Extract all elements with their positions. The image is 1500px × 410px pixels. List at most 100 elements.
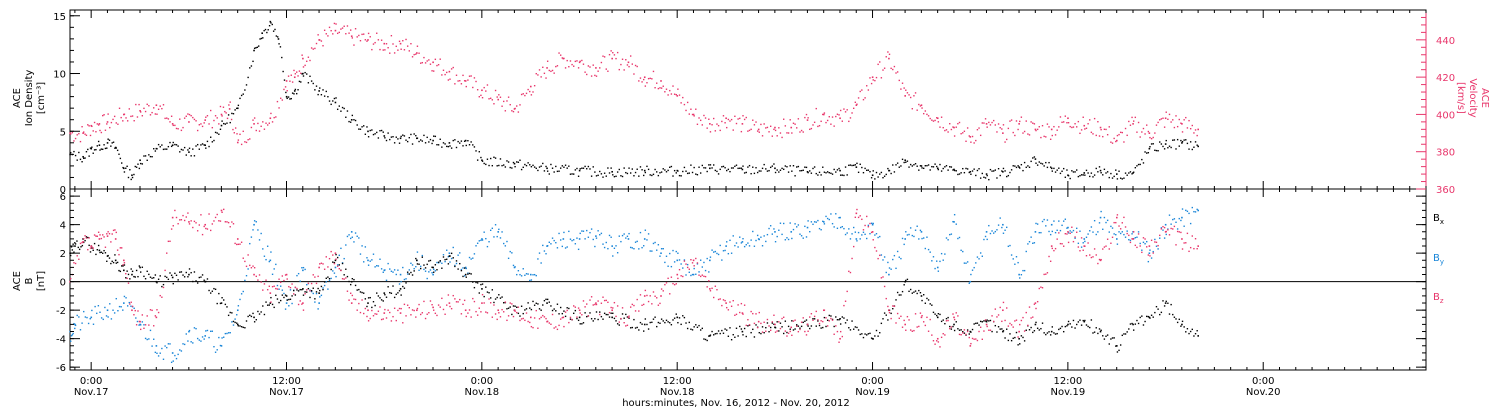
data-point xyxy=(74,262,77,265)
data-point xyxy=(162,283,165,286)
data-point xyxy=(166,276,168,279)
data-point xyxy=(953,329,956,332)
data-point xyxy=(1157,244,1159,247)
data-point xyxy=(1071,326,1073,328)
data-point xyxy=(138,103,140,106)
data-point xyxy=(1148,147,1151,150)
data-point xyxy=(221,120,223,122)
data-point xyxy=(182,214,184,217)
data-point xyxy=(318,302,320,304)
data-point xyxy=(283,79,286,81)
data-point xyxy=(852,226,855,229)
data-point xyxy=(307,282,310,285)
data-point xyxy=(1067,241,1070,244)
data-point xyxy=(1049,166,1052,168)
data-point xyxy=(372,315,375,317)
data-point xyxy=(1150,137,1153,140)
data-point xyxy=(890,172,892,175)
data-point xyxy=(813,318,816,320)
data-point xyxy=(725,245,727,247)
data-point xyxy=(952,325,954,328)
data-point xyxy=(797,325,800,327)
data-point xyxy=(188,329,191,332)
data-point xyxy=(151,277,153,279)
data-point xyxy=(1067,226,1069,229)
data-point xyxy=(805,166,808,169)
data-point xyxy=(481,239,484,241)
data-point xyxy=(818,227,821,230)
data-point xyxy=(161,285,163,288)
data-point xyxy=(278,301,280,304)
data-point xyxy=(164,148,166,150)
data-point xyxy=(450,257,453,260)
data-point xyxy=(343,278,345,280)
data-point xyxy=(424,267,427,269)
data-point xyxy=(247,138,249,141)
data-point xyxy=(664,321,666,324)
data-point xyxy=(1056,129,1058,131)
data-point xyxy=(281,99,284,101)
data-point xyxy=(1155,124,1158,126)
data-point xyxy=(937,121,940,123)
data-point xyxy=(1087,123,1089,125)
data-point xyxy=(270,112,272,115)
data-point xyxy=(862,98,865,101)
data-point xyxy=(1035,222,1037,225)
data-point xyxy=(334,259,337,262)
data-point xyxy=(1185,331,1187,333)
data-point xyxy=(236,309,239,312)
data-point xyxy=(314,298,316,300)
data-point xyxy=(224,221,227,223)
data-point xyxy=(817,219,819,222)
data-point xyxy=(888,169,890,172)
data-point xyxy=(291,302,293,305)
data-point xyxy=(1083,245,1086,247)
data-point xyxy=(346,275,349,278)
data-point xyxy=(997,224,1000,226)
data-point xyxy=(371,259,373,261)
data-point xyxy=(1116,139,1118,142)
data-point xyxy=(410,42,412,45)
data-point xyxy=(481,302,483,304)
data-point xyxy=(284,294,287,296)
data-point xyxy=(1002,330,1005,332)
data-point xyxy=(97,244,100,247)
data-point xyxy=(257,229,259,231)
data-point xyxy=(963,332,966,334)
data-point xyxy=(992,320,995,323)
data-point xyxy=(699,119,702,122)
data-point xyxy=(602,318,604,320)
data-point xyxy=(1155,149,1158,152)
data-point xyxy=(1093,331,1096,333)
data-point xyxy=(571,318,573,321)
data-point xyxy=(713,117,715,120)
data-point xyxy=(236,314,238,316)
data-point xyxy=(455,146,458,149)
data-point xyxy=(1074,327,1076,329)
data-point xyxy=(266,288,269,291)
data-point xyxy=(1007,325,1010,327)
data-point xyxy=(841,174,844,176)
data-point xyxy=(647,300,650,303)
data-point xyxy=(562,238,565,240)
data-point xyxy=(774,167,776,170)
data-point xyxy=(683,103,686,106)
data-point xyxy=(774,240,777,243)
data-point xyxy=(406,140,409,143)
data-point xyxy=(752,230,754,233)
data-point xyxy=(211,330,214,332)
data-point xyxy=(981,255,983,257)
axes: 0:00Nov.1712:00Nov.170:00Nov.1812:00Nov.… xyxy=(53,10,1455,398)
data-point xyxy=(1154,132,1156,134)
data-point xyxy=(709,259,711,262)
data-point xyxy=(1069,125,1071,128)
data-point xyxy=(920,104,923,106)
data-point xyxy=(473,146,476,148)
data-point xyxy=(201,125,204,128)
data-point xyxy=(1014,320,1016,322)
data-point xyxy=(1144,133,1146,135)
data-point xyxy=(618,168,620,171)
data-point xyxy=(525,308,528,310)
data-point xyxy=(187,212,189,214)
data-point xyxy=(522,268,524,270)
